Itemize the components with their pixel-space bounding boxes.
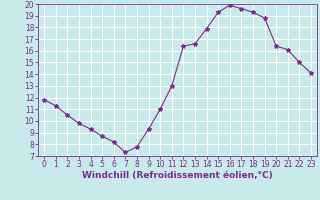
X-axis label: Windchill (Refroidissement éolien,°C): Windchill (Refroidissement éolien,°C) (82, 171, 273, 180)
